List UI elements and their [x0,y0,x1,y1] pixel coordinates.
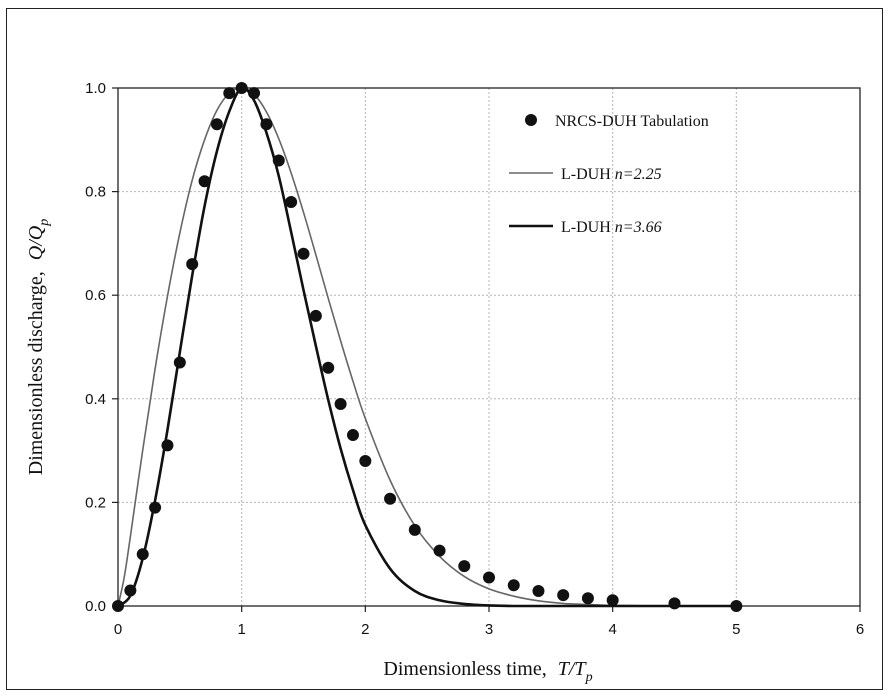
legend-label-thick-prefix: L-DUH [561,219,615,236]
legend-label-thick: L-DUH n=3.66 [561,219,662,236]
y-axis-label-var: Q/Q [25,225,47,260]
data-point [149,501,162,514]
data-point [173,356,186,369]
data-point [272,154,285,167]
data-point [186,258,199,271]
data-point [433,544,446,557]
x-tick-label: 4 [608,621,616,638]
legend-label-thin-param: n=2.25 [615,166,662,183]
data-point [210,118,223,131]
data-point [507,579,520,592]
x-tick-label: 0 [114,621,122,638]
data-point [322,361,335,374]
legend-label-thin-prefix: L-DUH [561,166,615,183]
x-axis-label-text: Dimensionless time, [383,658,546,680]
y-axis-label-sub: p [37,219,52,227]
x-tick-label: 5 [732,621,740,638]
data-point [248,87,261,100]
data-point [384,492,397,505]
data-point [334,397,347,410]
y-tick-label: 1.0 [85,80,106,97]
x-tick-label: 2 [361,621,369,638]
legend-label-thin: L-DUH n=2.25 [561,166,662,183]
data-point [668,597,681,610]
data-point [346,429,359,442]
series-line-n225 [117,87,737,607]
legend-label-thick-param: n=3.66 [615,219,662,236]
legend-label-points: NRCS-DUH Tabulation [555,113,709,130]
data-point [458,560,471,573]
series-points [112,82,743,612]
x-tick-label: 1 [237,621,245,638]
data-point [532,584,545,597]
data-point [136,548,149,561]
y-axis-label-text: Dimensionless discharge, [25,271,47,475]
x-tick-label: 6 [856,621,864,638]
y-axis-label: Dimensionless discharge, Q/Qp [25,219,52,476]
data-point [124,584,137,597]
x-tick-label: 3 [485,621,493,638]
legend-marker-points [525,114,537,126]
data-point [408,523,421,536]
data-point [161,439,174,452]
data-point [606,594,619,607]
x-axis-label-sub: p [585,670,593,685]
x-axis: 0 1 2 3 4 5 6 [114,606,864,638]
data-point [483,571,495,584]
data-point [557,589,570,602]
data-point [297,247,310,260]
y-tick-label: 0.0 [85,598,106,615]
data-point [730,600,743,612]
data-point [260,118,273,131]
y-tick-label: 0.8 [85,184,106,201]
y-tick-label: 0.2 [85,494,106,511]
y-axis: 0.0 0.2 0.4 0.6 0.8 1.0 [85,80,118,615]
data-point [309,309,322,322]
legend: NRCS-DUH Tabulation L-DUH n=2.25 L-DUH n… [509,113,709,236]
data-point [223,87,236,100]
y-tick-label: 0.6 [85,287,106,304]
x-axis-label-var: T/T [558,658,588,680]
data-point [285,195,298,208]
x-axis-label: Dimensionless time, T/Tp [383,658,592,685]
data-point [581,592,594,605]
data-point [198,175,211,188]
y-tick-label: 0.4 [85,391,106,408]
data-point [235,82,248,94]
data-point [112,600,124,612]
grid [118,88,860,606]
data-point [359,454,372,467]
